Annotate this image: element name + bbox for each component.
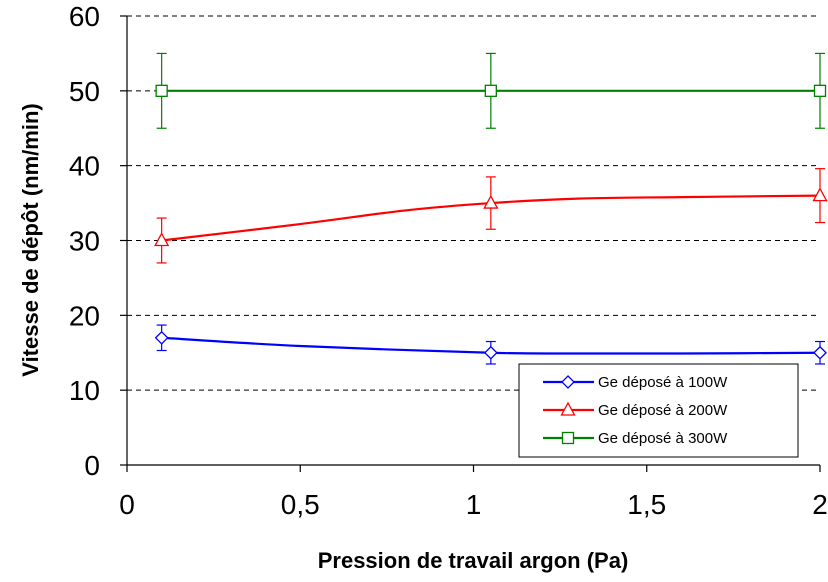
data-point-marker: [154, 330, 169, 345]
data-point-marker: [483, 194, 499, 209]
legend-entry: Ge déposé à 100W: [543, 374, 728, 391]
x-tick-label: 2: [812, 489, 828, 520]
legend-label: Ge déposé à 300W: [598, 430, 728, 447]
grid-lines: [127, 15, 820, 391]
series-line: [161, 336, 821, 355]
data-point-marker: [154, 232, 170, 247]
legend: Ge déposé à 100W Ge déposé à 200W Ge dépos…: [518, 363, 799, 458]
x-tick-label: 1,5: [627, 489, 666, 520]
data-point-marker: [561, 375, 575, 389]
series: [154, 52, 828, 365]
x-tick-label: 0: [119, 489, 135, 520]
y-tick-label: 30: [69, 226, 100, 257]
data-point-marker: [484, 84, 497, 97]
legend-label: Ge déposé à 200W: [598, 402, 728, 419]
data-point-marker: [155, 84, 168, 97]
legend-label: Ge déposé à 100W: [598, 374, 728, 391]
x-tick-label: 1: [466, 489, 482, 520]
y-tick-label: 10: [69, 375, 100, 406]
y-tick-label: 0: [84, 450, 100, 481]
x-tick-label: 0,5: [281, 489, 320, 520]
x-axis-title: Pression de travail argon (Pa): [318, 548, 629, 573]
data-point-marker: [483, 345, 498, 360]
series-2: [154, 168, 828, 264]
series-1: [154, 324, 827, 365]
data-point-marker: [560, 401, 576, 416]
data-point-marker: [813, 84, 827, 97]
ticks: 0 10 20 30 40 50 60 0 0,5 1 1,5 2: [69, 1, 828, 520]
y-tick-label: 60: [69, 1, 100, 32]
y-axis-title: Vitesse de dépôt (nm/min): [18, 103, 43, 376]
y-tick-label: 20: [69, 300, 100, 331]
legend-entry: Ge déposé à 300W: [543, 430, 728, 447]
legend-entry: Ge déposé à 200W: [543, 401, 728, 419]
series-3: [155, 52, 827, 129]
y-tick-label: 40: [69, 151, 100, 182]
y-tick-label: 50: [69, 76, 100, 107]
data-point-marker: [813, 345, 827, 360]
data-point-marker: [812, 187, 828, 202]
data-point-marker: [561, 431, 575, 445]
